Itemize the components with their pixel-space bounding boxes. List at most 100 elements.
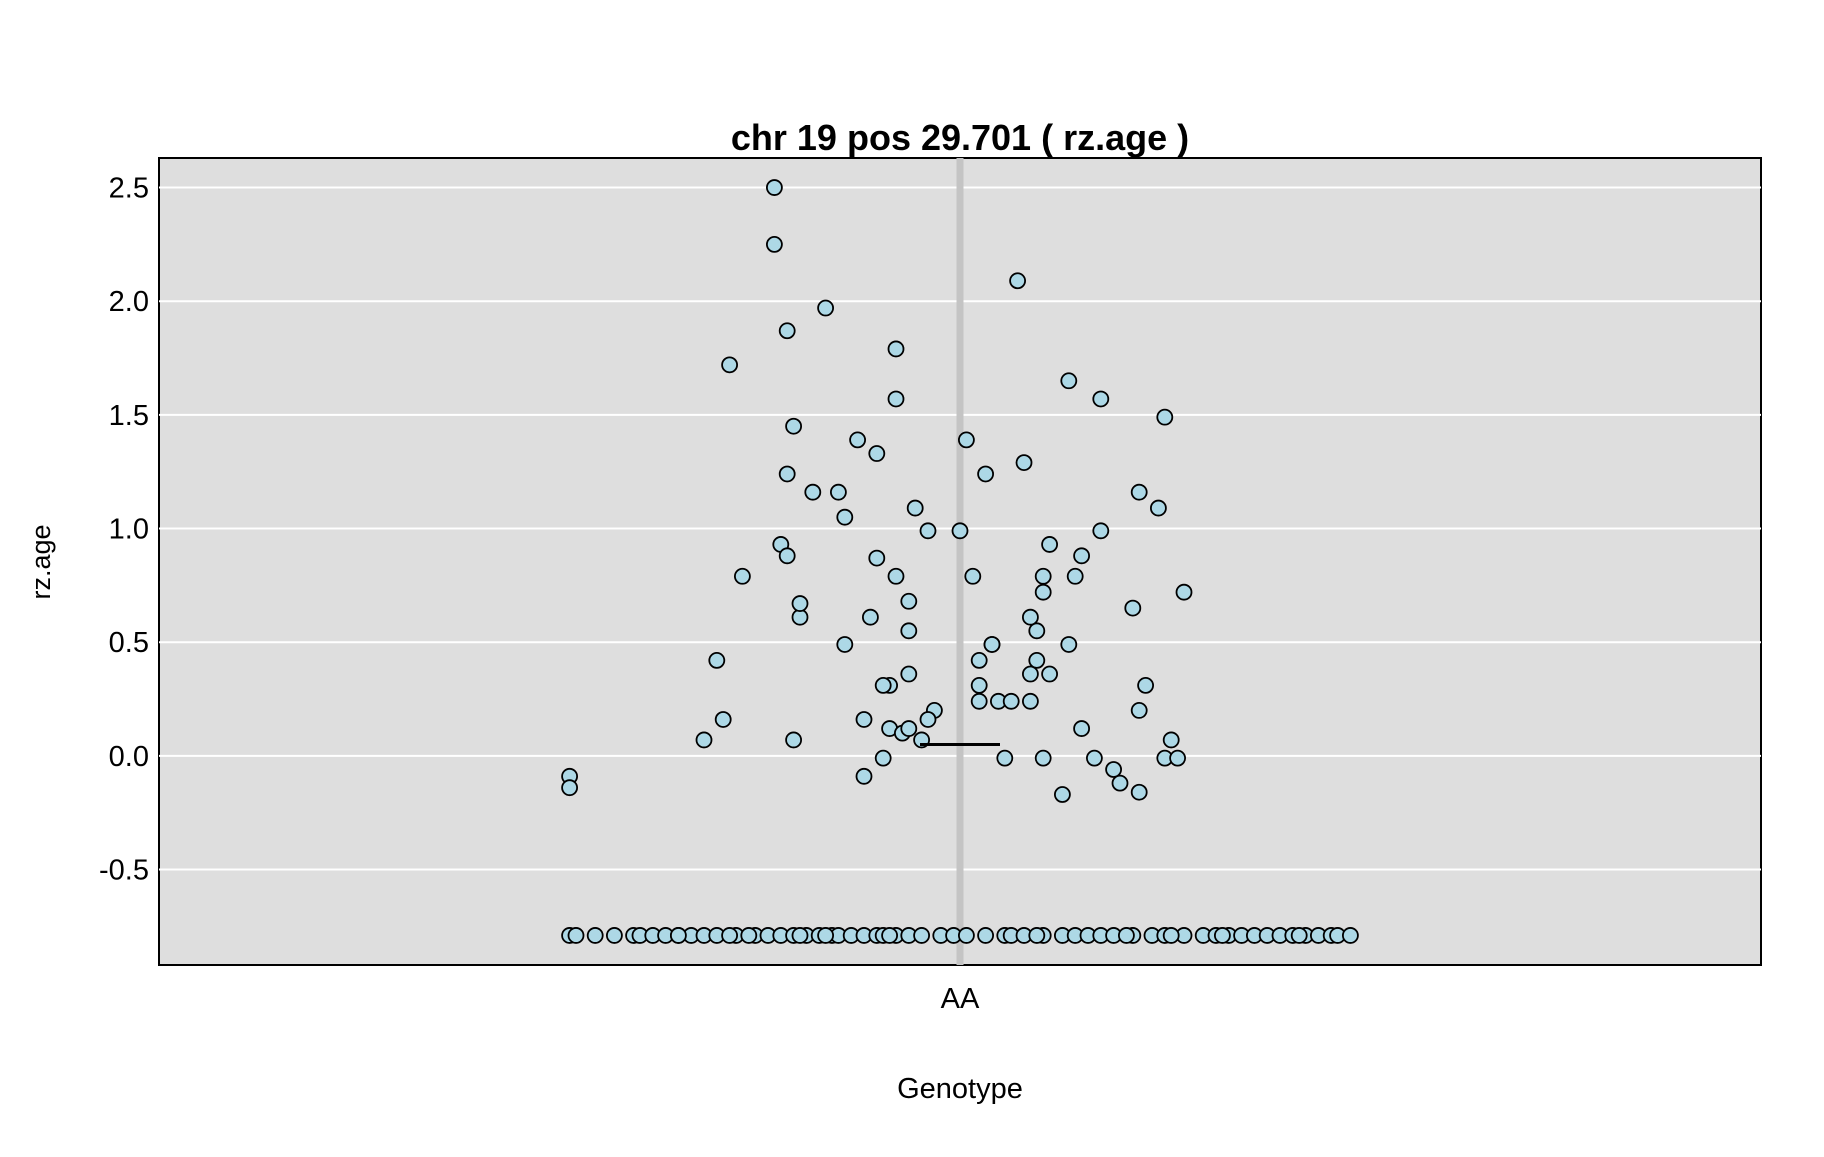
data-point <box>1137 676 1154 694</box>
data-point <box>836 508 854 526</box>
data-point <box>1022 608 1039 626</box>
x-tick-label: AA <box>941 983 980 1015</box>
y-tick-label: 2.0 <box>109 286 149 318</box>
data-point <box>900 720 918 737</box>
data-point <box>1290 927 1308 944</box>
data-point <box>913 927 930 944</box>
y-tick-label: 1.5 <box>109 400 149 432</box>
data-point <box>868 445 886 462</box>
data-point <box>1009 272 1026 290</box>
data-point <box>1342 927 1359 944</box>
data-point <box>1130 483 1148 501</box>
data-point <box>830 483 847 501</box>
data-point <box>1002 692 1020 710</box>
data-point <box>874 749 892 767</box>
data-point <box>1060 636 1078 653</box>
data-point <box>766 179 783 196</box>
data-point <box>740 927 758 944</box>
data-point <box>804 483 822 501</box>
data-point <box>1105 761 1122 778</box>
y-tick-label: 1.0 <box>109 514 149 546</box>
data-point <box>721 927 738 944</box>
x-tick-labels: AA <box>941 983 980 1015</box>
data-point <box>836 636 854 653</box>
data-point <box>951 522 969 540</box>
data-point <box>1015 454 1033 472</box>
data-point <box>721 356 738 374</box>
data-point <box>1111 774 1129 792</box>
data-point <box>817 927 834 944</box>
data-point <box>970 676 988 694</box>
data-point <box>887 390 905 408</box>
y-tick-label: 2.5 <box>109 173 149 205</box>
data-point <box>785 731 802 749</box>
data-point <box>670 927 687 944</box>
data-point <box>964 567 982 585</box>
y-tick-label: 0.5 <box>109 627 149 659</box>
y-tick-label: -0.5 <box>99 855 149 887</box>
data-point <box>1028 651 1046 669</box>
data-point <box>778 547 796 565</box>
data-point <box>1054 786 1071 803</box>
data-point <box>561 779 578 797</box>
data-point <box>1073 547 1090 565</box>
data-point <box>977 465 994 483</box>
data-point <box>1150 499 1167 517</box>
data-point <box>1214 927 1231 944</box>
data-point <box>734 567 751 585</box>
data-point <box>919 711 937 728</box>
data-point <box>1162 927 1180 944</box>
data-point <box>900 665 918 683</box>
data-point <box>778 465 796 483</box>
data-point <box>708 651 726 669</box>
data-point <box>887 567 905 585</box>
data-point <box>1118 927 1135 944</box>
data-point <box>958 431 975 449</box>
y-axis-label: rz.age <box>26 524 56 599</box>
data-point <box>1086 749 1103 767</box>
data-point <box>1124 599 1142 617</box>
x-axis-label: Genotype <box>897 1073 1023 1105</box>
data-point <box>887 340 905 358</box>
data-point <box>970 692 988 710</box>
data-point <box>1034 583 1052 601</box>
data-point <box>1092 390 1110 408</box>
data-point <box>900 622 918 640</box>
data-point <box>606 927 623 944</box>
data-point <box>1169 749 1186 767</box>
data-point <box>1034 749 1052 767</box>
y-tick-label: 0.0 <box>109 741 149 773</box>
data-point <box>714 711 732 728</box>
data-point <box>919 522 937 540</box>
data-point <box>1156 408 1174 426</box>
data-point <box>958 927 975 944</box>
data-point <box>855 711 873 728</box>
data-point <box>586 927 604 944</box>
data-point <box>567 927 585 944</box>
data-point <box>862 608 879 626</box>
data-point <box>874 676 892 694</box>
data-point <box>1041 536 1058 553</box>
data-point <box>817 299 834 317</box>
data-point <box>906 499 924 517</box>
data-point <box>970 651 988 669</box>
data-point <box>1130 783 1148 801</box>
data-point <box>1092 522 1110 540</box>
chart-title: chr 19 pos 29.701 ( rz.age ) <box>731 117 1189 158</box>
data-point <box>983 636 1001 653</box>
data-point <box>996 749 1014 767</box>
data-point <box>791 595 809 612</box>
data-point <box>778 322 796 340</box>
data-point <box>1028 622 1046 640</box>
data-point <box>1073 720 1090 737</box>
data-point <box>785 417 802 435</box>
data-point <box>1162 731 1180 749</box>
data-point <box>1060 372 1078 390</box>
data-point <box>1022 692 1039 710</box>
data-point <box>791 927 809 944</box>
data-point <box>1028 927 1046 944</box>
data-point <box>695 731 713 749</box>
data-point <box>1041 665 1058 683</box>
